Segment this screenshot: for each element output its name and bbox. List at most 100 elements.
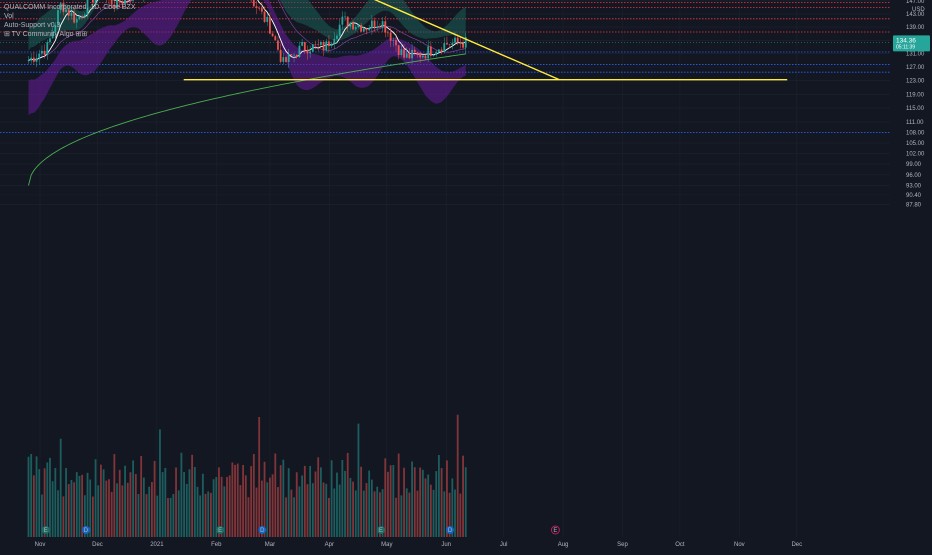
volume-bar (358, 424, 360, 537)
volume-bar (237, 464, 239, 537)
volume-bar (164, 468, 166, 537)
candle-body (449, 44, 451, 45)
candle-body (427, 46, 429, 58)
volume-bar (71, 480, 73, 537)
volume-bar (299, 486, 301, 537)
candle-body (443, 43, 445, 52)
volume-bar (398, 454, 400, 537)
candle-body (331, 44, 333, 46)
volume-bar (175, 467, 177, 537)
tv-community-algo-label[interactable]: ⊞ TV Community Algo ⊞⊞ (4, 30, 136, 39)
volume-bar (245, 475, 247, 537)
candle-body (457, 38, 459, 43)
candle-body (411, 50, 413, 58)
volume-bar (462, 456, 464, 537)
candle-body (261, 8, 263, 11)
volume-bar (387, 472, 389, 537)
chart-legend: QUALCOMM Incorporated, 1D, Cboe BZX Vol … (4, 3, 136, 39)
candle-body (403, 49, 405, 57)
volume-bar (127, 483, 129, 537)
volume-bar (331, 460, 333, 537)
candle-body (272, 34, 274, 37)
volume-bar (54, 468, 56, 537)
time-tick-label: Dec (92, 542, 103, 548)
earnings-event-label: E (379, 528, 383, 534)
auto-support-indicator-label[interactable]: Auto-Support v0.3 (4, 21, 136, 30)
candle-body (419, 53, 421, 58)
candle-body (358, 25, 360, 27)
volume-bar (191, 455, 193, 537)
volume-bar (111, 492, 113, 537)
volume-bar (417, 491, 419, 537)
volume-bar (366, 483, 368, 537)
price-tick-label: 99.00 (906, 162, 922, 168)
volume-bar (36, 456, 38, 537)
volume-bar (339, 485, 341, 537)
volume-bar (60, 439, 62, 537)
candle-body (264, 12, 266, 22)
candle-body (33, 58, 35, 62)
candle-body (282, 57, 284, 62)
volume-bar (312, 483, 314, 537)
candle-body (395, 40, 397, 45)
volume-bar (183, 472, 185, 537)
volume-bar (231, 463, 233, 537)
candle-body (333, 39, 335, 44)
candle-body (425, 56, 427, 59)
candle-body (349, 23, 351, 27)
volume-bar (213, 479, 215, 537)
volume-bar (336, 473, 338, 537)
volume-bar (349, 478, 351, 537)
volume-bar (113, 454, 115, 537)
price-tick-label: 90.40 (906, 193, 922, 199)
candle-body (269, 17, 271, 34)
candle-body (371, 21, 373, 29)
volume-bar (65, 468, 67, 537)
volume-bar (186, 484, 188, 537)
volume-bar (97, 485, 99, 537)
volume-bar (411, 462, 413, 537)
volume-bar (207, 491, 209, 537)
price-tick-label: 102.00 (906, 151, 925, 157)
symbol-title[interactable]: QUALCOMM Incorporated, 1D, Cboe BZX (4, 3, 136, 12)
volume-bar (438, 455, 440, 537)
volume-bar (28, 457, 30, 537)
time-tick-label: Aug (558, 542, 569, 548)
time-tick-label: 2021 (150, 542, 164, 548)
candle-body (46, 42, 48, 55)
candle-body (446, 43, 448, 44)
price-tick-label: 143.00 (906, 12, 925, 18)
candle-body (320, 42, 322, 45)
candle-body (435, 52, 437, 55)
candle-body (315, 44, 317, 45)
volume-bar (459, 494, 461, 537)
volume-bar (325, 484, 327, 537)
candle-body (285, 57, 287, 62)
volume-bar (409, 493, 411, 537)
volume-bar (280, 465, 282, 537)
volume-bar (352, 482, 354, 537)
candle-body (38, 54, 40, 59)
price-tick-label: 123.00 (906, 79, 925, 85)
candle-body (417, 52, 419, 53)
volume-indicator-label[interactable]: Vol (4, 12, 136, 21)
time-tick-label: Sep (617, 542, 628, 548)
candle-body (438, 49, 440, 52)
volume-bar (46, 462, 48, 537)
volume-bar (33, 475, 35, 537)
volume-bar (390, 465, 392, 537)
volume-bar (433, 490, 435, 537)
volume-bar (119, 470, 121, 537)
volume-bar (100, 465, 102, 537)
price-tick-label: 105.00 (906, 141, 925, 147)
earnings-event-label: E (218, 528, 222, 534)
volume-bar (406, 488, 408, 537)
volume-bar (234, 465, 236, 537)
volume-bar (199, 495, 201, 537)
candle-body (360, 25, 362, 31)
earnings-event-label: E (44, 528, 48, 534)
candle-body (390, 33, 392, 41)
price-tick-label: 147.00 (906, 0, 925, 5)
